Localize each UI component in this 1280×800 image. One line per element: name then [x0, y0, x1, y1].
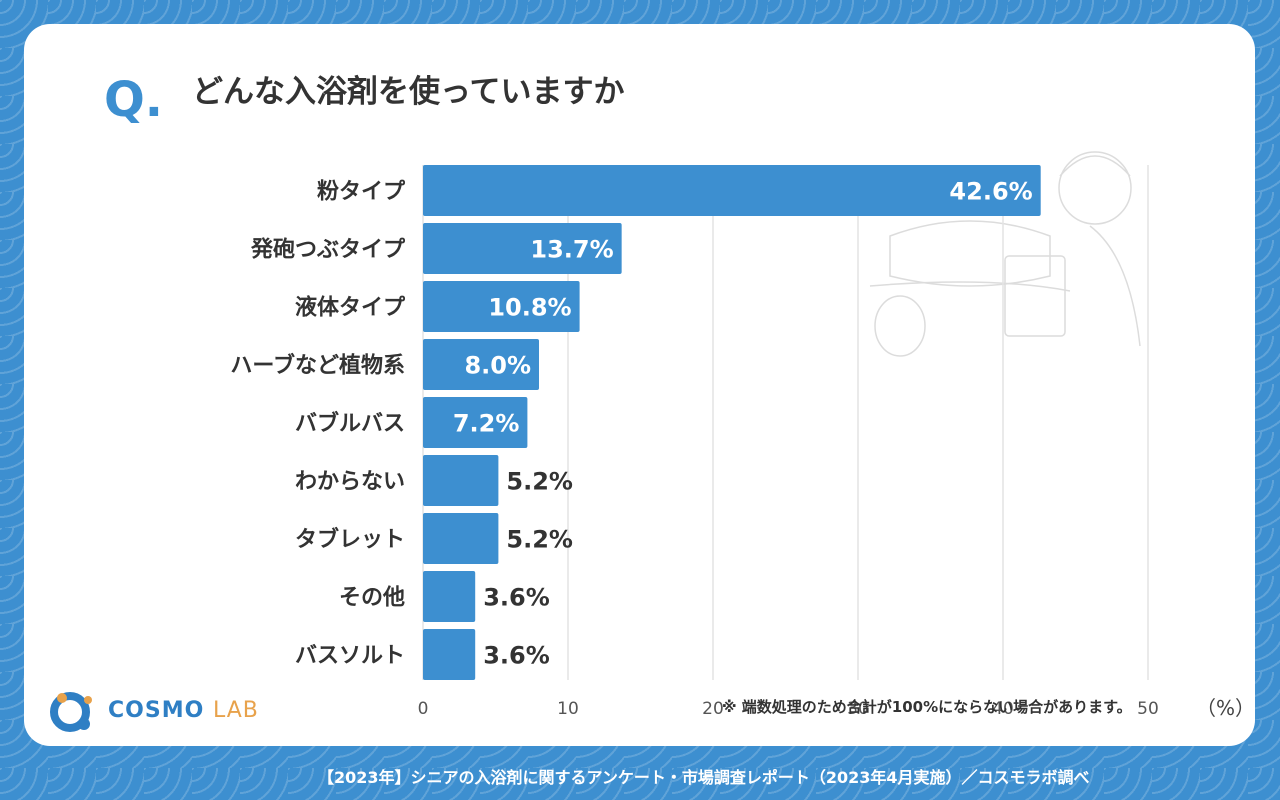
bar — [423, 629, 476, 680]
logo-main: COSMO — [108, 697, 205, 723]
x-tick-label: 50 — [1137, 699, 1159, 719]
x-tick-label: 20 — [702, 699, 724, 719]
bathing-person-illustration-icon — [869, 151, 1141, 357]
cosmo-lab-logo-icon — [50, 692, 92, 732]
category-label: 粉タイプ — [317, 180, 406, 205]
category-label: バブルバス — [295, 411, 405, 437]
data-label: 13.7% — [530, 236, 613, 264]
x-tick-label: 10 — [557, 699, 579, 719]
page-title: どんな入浴剤を使っていますか — [192, 74, 625, 110]
chart-card — [24, 24, 1255, 746]
data-label: 5.2% — [506, 468, 573, 496]
logo-text: COSMO LAB — [108, 698, 259, 723]
bar — [423, 281, 580, 332]
bar — [423, 165, 1041, 216]
bar — [423, 339, 539, 390]
bar — [423, 571, 476, 622]
data-label: 7.2% — [453, 410, 520, 438]
x-tick-label: 30 — [847, 699, 869, 719]
bar — [423, 223, 622, 274]
question-mark: Q. — [104, 72, 164, 128]
category-label: ハーブなど植物系 — [230, 353, 405, 379]
data-label: 42.6% — [949, 178, 1032, 206]
x-tick-label: 0 — [418, 699, 429, 719]
data-label: 3.6% — [483, 584, 550, 612]
bar — [423, 397, 528, 448]
category-label: その他 — [339, 586, 405, 611]
category-label: わからない — [295, 470, 405, 495]
footer-source: 【2023年】シニアの入浴剤に関するアンケート・市場調査レポート（2023年4月… — [318, 768, 1090, 787]
bar — [423, 513, 499, 564]
category-label: 発砲つぶタイプ — [250, 237, 406, 263]
category-label: タブレット — [295, 527, 405, 553]
unit-label: （%） — [1196, 696, 1256, 720]
x-tick-label: 40 — [992, 699, 1014, 719]
data-label: 8.0% — [464, 352, 531, 380]
category-label: バスソルト — [295, 644, 405, 669]
data-label: 5.2% — [506, 526, 573, 554]
bar — [423, 455, 499, 506]
footnote: ※ 端数処理のため合計が100%にならない場合があります。 — [722, 698, 1132, 716]
category-label: 液体タイプ — [295, 295, 406, 321]
logo: COSMO LAB — [48, 688, 259, 732]
data-label: 10.8% — [488, 294, 571, 322]
data-label: 3.6% — [483, 642, 550, 670]
logo-sub: LAB — [212, 697, 259, 723]
